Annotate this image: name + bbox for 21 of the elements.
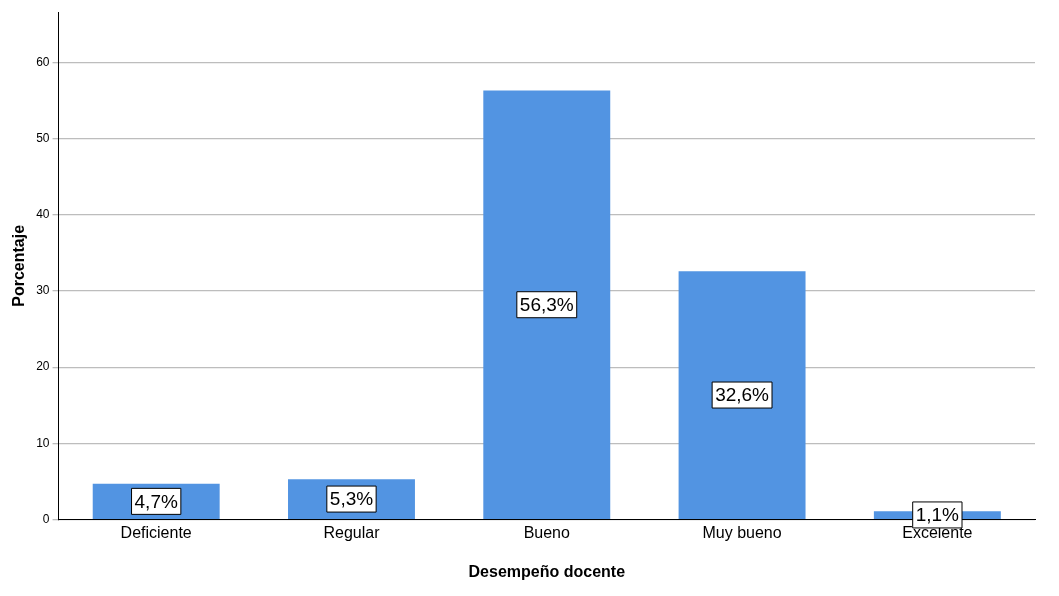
data-label: 32,6%: [715, 384, 770, 406]
x-tick-label: Excelente: [902, 523, 973, 541]
y-tick-label: 0: [42, 511, 50, 526]
y-axis-title: Porcentaje: [10, 224, 28, 307]
y-tick-label: 60: [36, 54, 50, 69]
bar: [678, 271, 806, 519]
data-label: 1,1%: [915, 504, 960, 526]
x-tick-label: Deficiente: [120, 523, 192, 541]
data-label: 5,3%: [329, 488, 374, 510]
y-tick-label: 40: [36, 207, 50, 222]
data-label: 56,3%: [519, 293, 574, 315]
y-tick-label: 30: [36, 283, 50, 298]
y-tick-label: 10: [36, 435, 50, 450]
x-axis-title: Desempeño docente: [468, 562, 626, 580]
x-tick-label: Bueno: [523, 523, 571, 541]
x-tick-label: Regular: [323, 523, 381, 541]
y-tick-label: 50: [36, 130, 50, 145]
x-tick-label: Muy bueno: [702, 523, 782, 541]
bar: [483, 90, 611, 519]
data-label: 4,7%: [134, 490, 178, 512]
y-tick-label: 20: [36, 359, 50, 374]
